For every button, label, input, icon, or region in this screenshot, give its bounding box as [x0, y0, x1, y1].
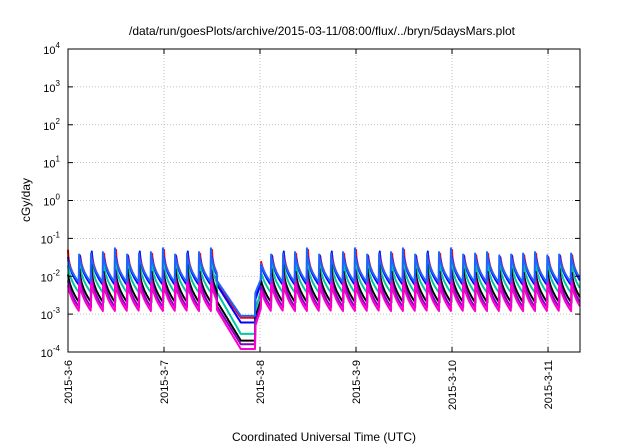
y-axis-label: cGy/day	[19, 178, 33, 222]
y-tick-label: 100	[43, 193, 60, 209]
x-tick-label: 2015-3-6	[63, 360, 75, 404]
x-axis-label: Coordinated Universal Time (UTC)	[232, 430, 416, 444]
chart-title: /data/run/goesPlots/archive/2015-03-11/0…	[129, 24, 516, 38]
y-tick-label: 101	[43, 155, 60, 171]
y-tick-label: 10-4	[41, 344, 61, 360]
y-tick-label: 103	[43, 79, 60, 95]
x-tick-label: 2015-3-7	[159, 360, 171, 404]
y-tick-label: 10-2	[41, 268, 61, 284]
x-axis: 2015-3-6 2015-3-7 2015-3-8 2015-3-9 2015-3-1…	[63, 49, 555, 410]
y-axis: 10-4 10-3 10-2 10-1 100 101 102 103 104	[41, 41, 580, 360]
series-line	[67, 272, 581, 350]
y-tick-label: 10-3	[41, 306, 61, 322]
series-line	[67, 268, 581, 346]
x-tick-label: 2015-3-10	[447, 360, 459, 410]
x-tick-label: 2015-3-8	[255, 360, 267, 404]
series-line	[67, 257, 581, 335]
y-tick-label: 102	[43, 117, 60, 133]
series-line	[67, 247, 581, 317]
series-group	[67, 247, 581, 350]
grid	[68, 49, 580, 352]
x-tick-label: 2015-3-11	[543, 360, 555, 409]
series-line	[67, 263, 581, 342]
x-tick-label: 2015-3-9	[351, 360, 363, 404]
y-tick-label: 10-1	[41, 230, 61, 246]
y-tick-label: 104	[43, 41, 60, 57]
